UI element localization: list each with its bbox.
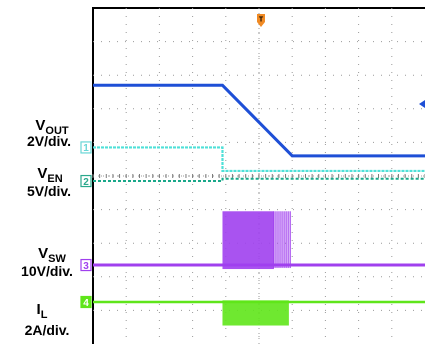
channel-4-marker: 4: [80, 295, 92, 309]
channel-1-subscript: OUT: [45, 125, 69, 137]
traces: [93, 83, 425, 326]
channel-1-name: V: [35, 117, 45, 134]
trigger-marker: T: [257, 14, 265, 27]
channel-2-scale: 5V/div.: [27, 183, 71, 199]
graticule: [92, 7, 425, 344]
channel-1-marker-box: [80, 141, 92, 154]
channel-3-marker: 3: [80, 258, 92, 272]
channel-4-scale: 2A/div.: [25, 322, 70, 338]
channel-2-marker: 2: [80, 174, 92, 188]
ven-trace: [93, 177, 425, 183]
channel-3-name: V: [38, 245, 48, 262]
vout-trace: [93, 83, 425, 158]
channel-1-marker-number: 1: [83, 143, 89, 154]
channel-4-label: IL 2A/div.: [25, 301, 70, 338]
channel-3-marker-number: 3: [83, 261, 89, 272]
channel-2-label: VEN 5V/div.: [27, 165, 71, 199]
channel-2-name: V: [37, 165, 47, 182]
trigger-label: T: [259, 17, 264, 24]
channel-1-scale: 2V/div.: [27, 133, 71, 149]
channel-1-marker: 1: [80, 141, 92, 154]
channel-4-name: I: [37, 301, 41, 318]
channel-2-marker-number: 2: [83, 177, 89, 188]
channel-2-marker-box: [80, 174, 92, 188]
channel-3-scale: 10V/div.: [21, 263, 73, 279]
channel-3-subscript: SW: [48, 253, 66, 265]
svg-text:IL: IL: [37, 301, 48, 321]
channel-markers: 1 2 3 4: [80, 141, 92, 309]
ref1-trace: [93, 146, 425, 173]
channel-4-subscript: L: [41, 309, 48, 321]
il-burst: [222, 300, 289, 326]
channel-3-marker-box: [80, 258, 92, 272]
svg-text:VEN: VEN: [37, 165, 62, 185]
trigger-marker-icon: [257, 14, 265, 27]
offscreen-marker-icon: [419, 100, 425, 108]
svg-text:VOUT: VOUT: [35, 117, 69, 137]
channel-4-marker-number: 4: [83, 298, 89, 309]
svg-text:VSW: VSW: [38, 245, 66, 265]
channel-4-marker-box: [80, 295, 92, 309]
channel-1-label: VOUT 2V/div.: [27, 117, 71, 149]
channel-3-label: VSW 10V/div.: [21, 245, 73, 279]
vsw-burst: [222, 211, 274, 270]
channel-2-subscript: EN: [47, 173, 62, 185]
